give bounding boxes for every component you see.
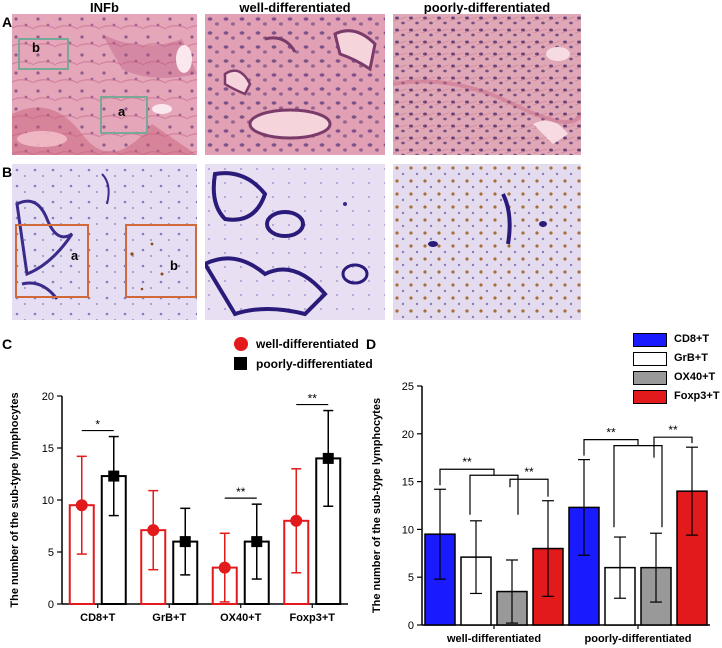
ihc-image-well-differentiated bbox=[205, 164, 385, 320]
inset-box-b bbox=[18, 38, 69, 70]
data-point bbox=[147, 524, 160, 537]
legend-label-grb: GrB+T bbox=[674, 352, 708, 364]
y-tick-label: 15 bbox=[42, 443, 54, 455]
x-tick-label: CD8+T bbox=[80, 612, 115, 624]
legend-label-well-differentiated: well-differentiated bbox=[256, 337, 359, 351]
data-point bbox=[322, 452, 334, 464]
inset-label-a-ihc: a bbox=[71, 248, 79, 263]
x-tick-label: OX40+T bbox=[220, 612, 262, 624]
x-tick-label: poorly-differentiated bbox=[585, 633, 692, 645]
he-image-well-differentiated bbox=[205, 14, 385, 155]
chart-c: 0 5 10 15 20 The number of the sub-type lymph… bbox=[9, 391, 348, 624]
significance-label: * bbox=[95, 418, 100, 432]
data-point bbox=[108, 470, 120, 482]
y-tick-label: 20 bbox=[402, 429, 414, 441]
ihc-image-infb: a b bbox=[12, 164, 197, 320]
y-tick-label: 5 bbox=[408, 572, 414, 584]
significance-bracket bbox=[613, 445, 663, 528]
y-tick-label: 10 bbox=[42, 495, 54, 507]
significance-label: ** bbox=[308, 392, 318, 406]
column-title-well: well-differentiated bbox=[239, 0, 351, 15]
y-tick-label: 20 bbox=[42, 391, 54, 403]
data-point bbox=[251, 536, 263, 548]
significance-label: ** bbox=[668, 423, 678, 437]
column-title-poorly: poorly-differentiated bbox=[423, 0, 551, 15]
data-point bbox=[218, 561, 231, 574]
significance-bracket bbox=[653, 436, 693, 458]
legend-swatch-grb bbox=[633, 352, 667, 366]
significance-label: ** bbox=[236, 485, 246, 499]
he-image-infb: b a bbox=[12, 14, 197, 155]
legend-swatch-ox40 bbox=[633, 371, 667, 385]
legend-label-poorly-differentiated: poorly-differentiated bbox=[256, 357, 373, 371]
legend-swatch-foxp3 bbox=[633, 390, 667, 404]
legend-label-cd8: CD8+T bbox=[674, 333, 710, 345]
panel-letter-a: A bbox=[2, 14, 13, 30]
panel-letter-c: C bbox=[2, 336, 13, 352]
inset-box-a-ihc bbox=[15, 224, 89, 298]
inset-label-a: a bbox=[118, 104, 126, 119]
data-point bbox=[290, 514, 303, 527]
data-point bbox=[179, 536, 191, 548]
significance-label: ** bbox=[462, 455, 472, 469]
significance-bracket bbox=[439, 468, 495, 486]
y-tick-label: 0 bbox=[48, 599, 54, 611]
y-axis-label: The number of the sub-type lymphocytes bbox=[371, 398, 383, 613]
he-image-poorly-differentiated bbox=[393, 14, 581, 155]
y-tick-label: 5 bbox=[48, 547, 54, 559]
inset-label-b: b bbox=[32, 40, 40, 55]
inset-box-b-ihc bbox=[125, 224, 197, 298]
legend-label-foxp3: Foxp3+T bbox=[674, 390, 720, 402]
chart-d: 0 5 10 15 20 25 The number of the sub-type lym… bbox=[371, 381, 710, 645]
y-tick-label: 10 bbox=[402, 524, 414, 536]
y-tick-label: 0 bbox=[408, 620, 414, 632]
y-axis-label: The number of the sub-type lymphocytes bbox=[9, 392, 21, 607]
significance-label: ** bbox=[606, 426, 616, 440]
significance-label: ** bbox=[524, 465, 534, 479]
inset-box-a bbox=[100, 96, 148, 134]
column-title-infb: INFb bbox=[90, 0, 119, 15]
inset-label-b-ihc: b bbox=[170, 258, 178, 273]
legend-swatch-cd8 bbox=[633, 333, 667, 347]
ihc-image-poorly-differentiated bbox=[393, 164, 581, 320]
y-tick-label: 15 bbox=[402, 477, 414, 489]
panel-letter-b: B bbox=[2, 164, 13, 180]
significance-bracket bbox=[509, 478, 549, 497]
x-tick-label: well-differentiated bbox=[446, 633, 541, 645]
legend-marker-poorly-differentiated bbox=[234, 357, 247, 370]
legend-label-ox40: OX40+T bbox=[674, 371, 716, 383]
legend-marker-well-differentiated bbox=[234, 337, 248, 351]
x-tick-label: GrB+T bbox=[152, 612, 186, 624]
data-point bbox=[75, 499, 88, 512]
significance-bracket bbox=[583, 439, 639, 456]
y-tick-label: 25 bbox=[402, 381, 414, 393]
panel-letter-d: D bbox=[366, 336, 377, 352]
x-tick-label: Foxp3+T bbox=[289, 612, 335, 624]
significance-bracket bbox=[469, 474, 519, 515]
